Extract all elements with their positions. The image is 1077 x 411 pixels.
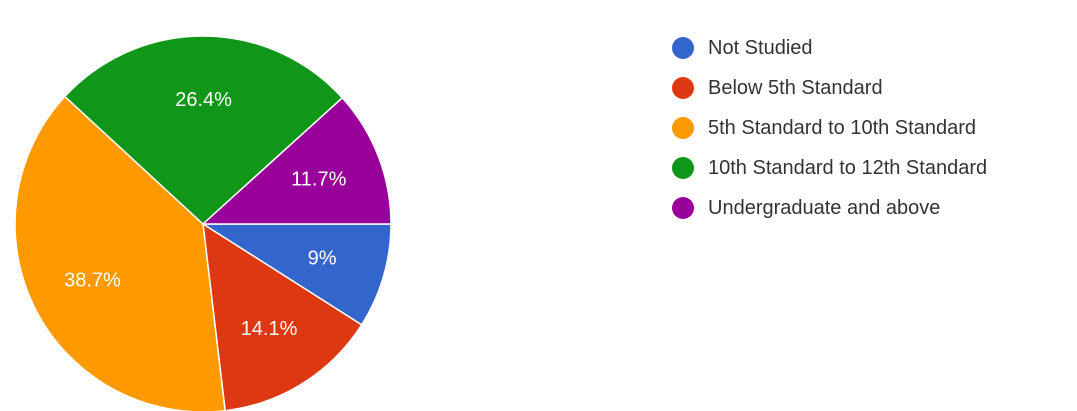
pie-slices — [14, 35, 392, 411]
legend-swatch — [672, 37, 694, 59]
legend-item: Undergraduate and above — [672, 188, 987, 228]
legend-swatch — [672, 157, 694, 179]
legend-item: 5th Standard to 10th Standard — [672, 108, 987, 148]
pie-slice — [63, 35, 344, 226]
pie-slice — [202, 222, 363, 411]
pie-slice — [14, 95, 226, 411]
pie-slice-label: 9% — [308, 248, 337, 270]
pie-slice — [201, 96, 392, 225]
legend-swatch — [672, 197, 694, 219]
pie-slice — [200, 223, 392, 326]
legend-item: Not Studied — [672, 28, 987, 68]
pie-slice-label: 14.1% — [241, 318, 298, 340]
chart-legend: Not Studied Below 5th Standard 5th Standar… — [672, 28, 987, 228]
legend-swatch — [672, 77, 694, 99]
legend-item: 10th Standard to 12th Standard — [672, 148, 987, 188]
pie-slice-label: 26.4% — [175, 89, 232, 111]
legend-label: 10th Standard to 12th Standard — [708, 156, 988, 179]
legend-item: Below 5th Standard — [672, 68, 987, 108]
legend-swatch — [672, 117, 694, 139]
legend-label: 5th Standard to 10th Standard — [708, 116, 976, 139]
pie-slice-label: 11.7% — [291, 168, 346, 190]
legend-label: Undergraduate and above — [708, 196, 941, 219]
pie-slice-labels: 9% 14.1% 38.7% 26.4% 11.7% — [64, 89, 346, 340]
pie-chart: 9% 14.1% 38.7% 26.4% 11.7% — [14, 35, 392, 411]
legend-label: Not Studied — [708, 36, 813, 59]
pie-slice-label: 38.7% — [64, 269, 121, 291]
legend-label: Below 5th Standard — [708, 76, 883, 99]
